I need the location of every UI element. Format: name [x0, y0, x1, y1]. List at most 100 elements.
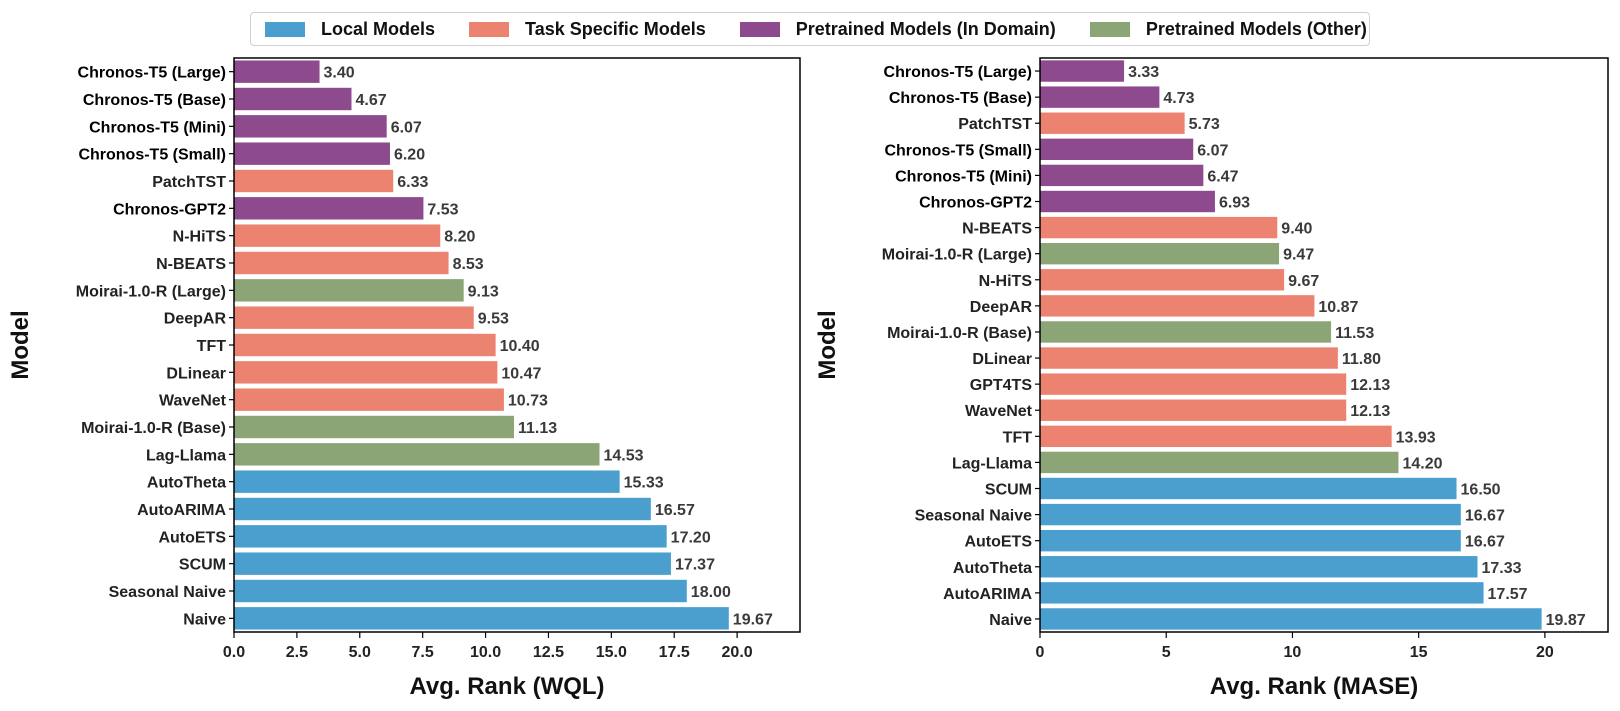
- category-label: AutoARIMA: [943, 586, 1032, 603]
- x-tick-label: 2.5: [286, 644, 308, 661]
- bar-autoarima: [1040, 582, 1484, 604]
- category-label: Naive: [183, 611, 226, 628]
- x-tick-label: 0.0: [223, 644, 245, 661]
- bar-n-beats: [234, 251, 449, 275]
- bar-n-hits: [1040, 269, 1285, 291]
- category-label: WaveNet: [159, 393, 227, 410]
- x-tick-label: 15: [1410, 644, 1428, 661]
- value-label: 3.40: [324, 65, 355, 82]
- value-label: 16.57: [655, 502, 695, 519]
- value-label: 12.13: [1350, 403, 1390, 420]
- legend-label-other: Pretrained Models (Other): [1145, 18, 1367, 39]
- x-tick-label: 20.0: [722, 644, 753, 661]
- x-tick-label: 5: [1162, 644, 1171, 661]
- value-label: 12.13: [1350, 377, 1390, 394]
- legend-item-in-domain: Pretrained Models (In Domain): [739, 18, 1056, 40]
- legend: Local Models Task Specific Models Pretra…: [250, 12, 1370, 46]
- value-label: 9.67: [1288, 273, 1319, 290]
- category-label: DLinear: [166, 365, 226, 382]
- category-label: N-BEATS: [962, 221, 1032, 238]
- category-label: AutoETS: [158, 529, 226, 546]
- bar-tft: [1040, 425, 1392, 448]
- category-label: Naive: [989, 612, 1032, 629]
- x-tick-label: 12.5: [533, 644, 564, 661]
- bar-seasonal-naive: [1040, 503, 1461, 526]
- bar-moirai-1-0-r-base: [1040, 321, 1332, 343]
- category-label: AutoETS: [964, 534, 1032, 551]
- legend-swatch-local: [265, 21, 305, 37]
- legend-label-in-domain: Pretrained Models (In Domain): [795, 18, 1056, 39]
- category-label: Moirai-1.0-R (Base): [81, 420, 226, 437]
- bar-lag-llama: [234, 443, 600, 466]
- value-label: 5.73: [1189, 116, 1220, 133]
- x-tick-label: 20: [1536, 644, 1554, 661]
- x-tick-label: 0: [1036, 644, 1045, 661]
- value-label: 19.87: [1546, 612, 1586, 629]
- value-label: 10.73: [508, 393, 548, 410]
- bar-dlinear: [1040, 347, 1338, 369]
- value-label: 13.93: [1396, 429, 1436, 446]
- value-label: 6.07: [1197, 142, 1228, 159]
- bar-moirai-1-0-r-base: [234, 415, 514, 439]
- legend-item-local: Local Models: [265, 19, 435, 40]
- bar-moirai-1-0-r-large: [1040, 242, 1280, 265]
- category-label: Lag-Llama: [146, 447, 226, 464]
- y-axis-title: Model: [7, 310, 34, 379]
- bar-deepar: [1040, 295, 1315, 317]
- legend-swatch-task-specific: [469, 21, 510, 37]
- value-label: 8.53: [453, 256, 484, 273]
- bar-chronos-t5-small: [234, 142, 390, 165]
- category-label: DeepAR: [164, 311, 227, 328]
- value-label: 9.40: [1281, 221, 1312, 238]
- value-label: 6.07: [391, 119, 422, 136]
- value-label: 6.33: [397, 174, 428, 191]
- bar-chronos-t5-mini: [234, 115, 387, 138]
- value-label: 17.37: [675, 557, 715, 574]
- value-label: 6.20: [394, 147, 425, 164]
- bar-chronos-t5-large: [234, 60, 320, 83]
- value-label: 18.00: [691, 584, 731, 601]
- wql-chart: Chronos-T5 (Large) 3.40 Chronos-T5 (Base) 4…: [7, 57, 801, 700]
- bar-autotheta: [1040, 556, 1478, 578]
- category-label: Chronos-GPT2: [113, 201, 226, 218]
- category-label: WaveNet: [965, 403, 1033, 420]
- category-label: AutoTheta: [953, 560, 1032, 577]
- value-label: 11.13: [518, 420, 557, 437]
- bar-scum: [234, 552, 671, 575]
- bar-chronos-gpt2: [234, 197, 424, 220]
- x-axis-title: Avg. Rank (WQL): [409, 673, 604, 700]
- bar-seasonal-naive: [234, 579, 687, 603]
- category-label: Moirai-1.0-R (Large): [76, 283, 226, 300]
- category-label: Chronos-T5 (Base): [83, 92, 226, 109]
- value-label: 16.67: [1465, 508, 1505, 525]
- category-label: Moirai-1.0-R (Base): [887, 325, 1032, 342]
- value-label: 14.20: [1402, 455, 1442, 472]
- category-label: Seasonal Naive: [109, 584, 227, 601]
- category-label: Chronos-T5 (Large): [884, 64, 1032, 81]
- value-label: 10.40: [500, 338, 540, 355]
- value-label: 17.20: [671, 529, 711, 546]
- category-label: Chronos-T5 (Mini): [89, 119, 226, 136]
- category-label: Lag-Llama: [952, 455, 1032, 472]
- category-label: Chronos-T5 (Mini): [895, 168, 1032, 185]
- category-label: AutoTheta: [147, 475, 226, 492]
- value-label: 15.33: [624, 475, 664, 492]
- mase-chart: Chronos-T5 (Large) 3.33 Chronos-T5 (Base) 4…: [814, 57, 1609, 700]
- category-label: DeepAR: [970, 299, 1033, 316]
- bar-n-hits: [234, 224, 441, 247]
- legend-label-local: Local Models: [321, 18, 436, 39]
- y-axis-title: Model: [814, 310, 841, 379]
- bar-naive: [1040, 608, 1542, 630]
- category-label: SCUM: [985, 482, 1032, 499]
- legend-swatch-other: [1089, 21, 1130, 37]
- bar-chronos-gpt2: [1040, 190, 1215, 213]
- value-label: 17.57: [1488, 586, 1528, 603]
- value-label: 4.67: [355, 92, 386, 109]
- category-label: N-HiTS: [173, 229, 227, 246]
- category-label: Chronos-GPT2: [919, 195, 1032, 212]
- bar-autotheta: [234, 470, 620, 493]
- category-label: Chronos-T5 (Small): [884, 142, 1032, 159]
- bar-chronos-t5-base: [234, 87, 352, 111]
- value-label: 4.73: [1163, 90, 1194, 107]
- category-label: DLinear: [972, 351, 1032, 368]
